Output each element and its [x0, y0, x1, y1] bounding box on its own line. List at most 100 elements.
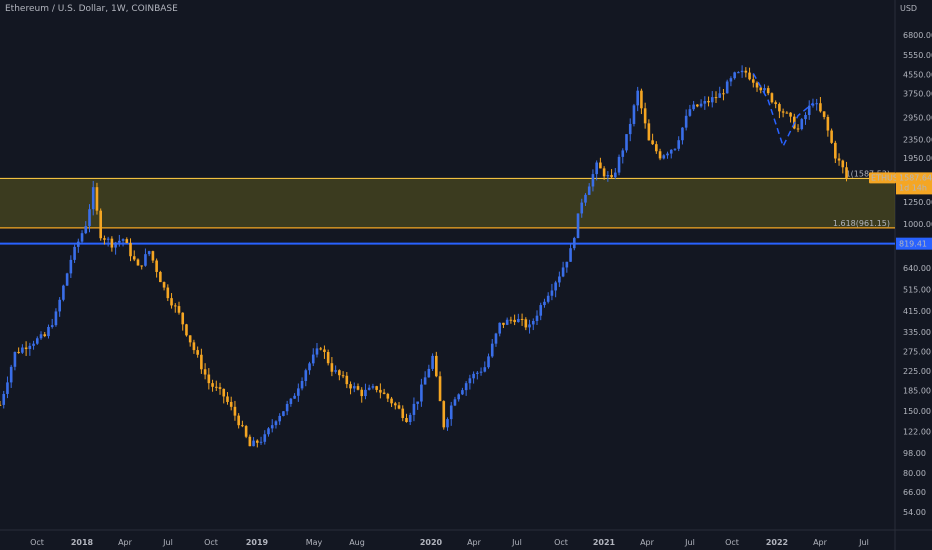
candle-body[interactable] [267, 428, 270, 435]
candle-body[interactable] [173, 305, 177, 307]
candle-body[interactable] [535, 315, 539, 321]
candle-body[interactable] [666, 153, 669, 156]
candle-body[interactable] [349, 384, 352, 389]
candle-body[interactable] [95, 187, 99, 211]
candle-body[interactable] [311, 354, 315, 364]
candle-body[interactable] [65, 273, 69, 286]
candle-body[interactable] [830, 130, 833, 143]
candle-body[interactable] [468, 378, 472, 384]
candle-body[interactable] [188, 335, 192, 343]
candle-body[interactable] [367, 387, 371, 390]
candle-body[interactable] [718, 93, 722, 98]
candle-body[interactable] [207, 374, 211, 384]
candle-body[interactable] [375, 386, 378, 390]
candle-body[interactable] [699, 103, 703, 107]
candle-body[interactable] [651, 140, 654, 145]
candle-body[interactable] [461, 390, 464, 395]
candle-body[interactable] [684, 115, 688, 128]
candle-body[interactable] [494, 333, 498, 344]
candle-body[interactable] [543, 301, 546, 306]
candle-body[interactable] [203, 369, 207, 375]
candle-body[interactable] [729, 78, 733, 82]
projection-path[interactable] [752, 73, 814, 149]
candle-body[interactable] [599, 162, 602, 169]
candle-body[interactable] [781, 111, 785, 113]
candle-body[interactable] [614, 172, 617, 178]
candle-body[interactable] [77, 241, 80, 247]
candle-body[interactable] [800, 119, 804, 130]
candle-body[interactable] [352, 386, 356, 389]
candle-body[interactable] [636, 90, 639, 106]
candle-body[interactable] [740, 70, 744, 73]
candle-body[interactable] [531, 320, 535, 325]
candle-body[interactable] [520, 318, 524, 320]
candle-body[interactable] [707, 100, 710, 103]
candle-body[interactable] [360, 389, 364, 397]
candle-body[interactable] [270, 425, 274, 429]
candle-body[interactable] [226, 396, 229, 402]
candle-body[interactable] [106, 238, 110, 240]
candle-body[interactable] [539, 305, 543, 316]
candle-body[interactable] [733, 72, 736, 79]
candle-body[interactable] [319, 348, 323, 350]
candle-body[interactable] [841, 160, 845, 168]
candle-body[interactable] [774, 102, 777, 105]
candle-body[interactable] [192, 342, 196, 351]
candle-body[interactable] [6, 382, 9, 394]
candle-body[interactable] [397, 405, 401, 409]
candle-body[interactable] [252, 440, 255, 447]
candle-body[interactable] [584, 194, 587, 203]
candle-body[interactable] [822, 111, 826, 117]
candle-body[interactable] [688, 109, 692, 116]
candle-body[interactable] [759, 87, 763, 91]
candle-body[interactable] [211, 383, 214, 387]
candle-body[interactable] [237, 415, 240, 426]
candle-body[interactable] [233, 406, 237, 416]
candle-body[interactable] [371, 386, 375, 388]
candle-body[interactable] [326, 352, 330, 364]
candle-body[interactable] [569, 248, 572, 262]
candle-body[interactable] [17, 351, 20, 353]
candle-body[interactable] [442, 401, 446, 428]
candle-body[interactable] [47, 326, 50, 337]
candle-body[interactable] [364, 389, 367, 397]
candle-body[interactable] [606, 175, 610, 177]
candle-body[interactable] [285, 403, 289, 412]
candle-body[interactable] [356, 386, 360, 390]
candle-body[interactable] [315, 348, 319, 355]
candle-body[interactable] [546, 295, 550, 302]
candle-body[interactable] [35, 338, 39, 344]
candle-body[interactable] [509, 319, 513, 321]
candle-body[interactable] [811, 103, 815, 106]
candle-body[interactable] [166, 287, 170, 299]
candle-body[interactable] [58, 299, 61, 312]
candle-body[interactable] [88, 209, 91, 227]
candle-body[interactable] [703, 100, 707, 104]
candle-body[interactable] [132, 256, 136, 260]
candle-body[interactable] [405, 417, 408, 423]
candle-body[interactable] [632, 105, 636, 124]
candle-body[interactable] [490, 343, 494, 357]
candle-body[interactable] [244, 426, 248, 437]
candle-body[interactable] [640, 90, 643, 109]
candle-body[interactable] [751, 79, 755, 83]
candle-body[interactable] [681, 127, 684, 141]
candle-body[interactable] [528, 324, 531, 328]
candle-body[interactable] [748, 72, 751, 80]
candle-body[interactable] [259, 441, 263, 443]
candle-body[interactable] [408, 414, 412, 423]
candle-body[interactable] [91, 187, 95, 210]
candle-body[interactable] [580, 202, 584, 214]
candle-body[interactable] [323, 349, 326, 353]
candle-body[interactable] [673, 148, 677, 150]
candle-body[interactable] [766, 88, 770, 94]
candle-body[interactable] [725, 81, 729, 94]
candle-body[interactable] [125, 239, 129, 244]
candle-body[interactable] [43, 334, 47, 337]
candle-body[interactable] [50, 325, 54, 327]
candle-body[interactable] [591, 174, 595, 187]
candle-body[interactable] [826, 116, 830, 131]
candle-body[interactable] [401, 408, 405, 418]
candle-body[interactable] [487, 356, 490, 368]
